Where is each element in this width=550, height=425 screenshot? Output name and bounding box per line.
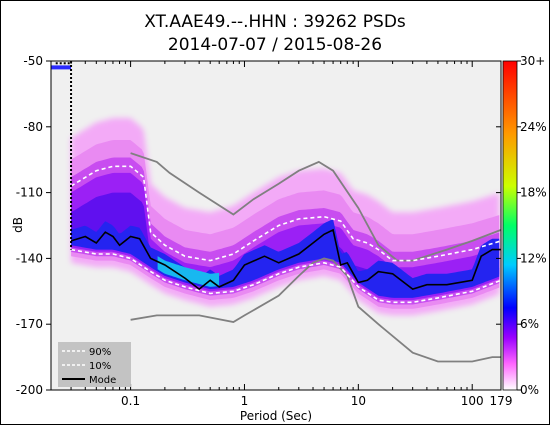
mode-line bbox=[70, 228, 501, 291]
y-tick-label: -170 bbox=[16, 317, 43, 331]
colorbar-tick-label: 24% bbox=[520, 120, 547, 134]
x-axis: 0.1 1 10 100 179 bbox=[50, 61, 513, 408]
plot-frame bbox=[50, 60, 502, 391]
colorbar-tick-label: 6% bbox=[520, 317, 539, 331]
x-tick-label: 179 bbox=[490, 394, 513, 408]
legend-label-90: 90% bbox=[89, 347, 111, 358]
legend-label-10: 10% bbox=[89, 361, 111, 372]
x-tick-label: 1 bbox=[241, 394, 249, 408]
density-edge-spike bbox=[51, 65, 72, 70]
y-tick-label: -140 bbox=[16, 251, 43, 265]
percentile-90-line bbox=[70, 165, 501, 262]
chart-subtitle: 2014-07-07 / 2015-08-26 bbox=[168, 35, 382, 55]
x-axis-label: Period (Sec) bbox=[240, 409, 312, 423]
percentile-10-line bbox=[70, 248, 501, 304]
y-axis: -50 -80 -110 -140 -170 -200 bbox=[16, 54, 501, 397]
colorbar-tick-label: 12% bbox=[520, 251, 547, 265]
colorbar-tick-label: 30+ bbox=[520, 54, 545, 68]
nlnm-line bbox=[130, 257, 501, 363]
psd-density-heatmap bbox=[51, 65, 500, 316]
y-tick-label: -80 bbox=[23, 120, 43, 134]
density-band-core bbox=[71, 219, 500, 298]
colorbar-tick-label: 18% bbox=[520, 186, 547, 200]
y-tick-label: -200 bbox=[16, 383, 43, 397]
x-tick-label: 10 bbox=[351, 394, 366, 408]
legend: 90% 10% Mode bbox=[58, 342, 131, 387]
nhnm-line bbox=[130, 152, 501, 262]
x-tick-label: 100 bbox=[461, 394, 484, 408]
y-axis-label: dB bbox=[11, 217, 25, 233]
colorbar-axis: 0% 6% 12% 18% 24% 30+ bbox=[517, 54, 547, 397]
colorbar-tick-label: 0% bbox=[520, 383, 539, 397]
legend-label-mode: Mode bbox=[89, 375, 116, 386]
density-hotspot bbox=[157, 256, 220, 287]
colorbar bbox=[502, 60, 518, 391]
x-tick-label: 0.1 bbox=[121, 394, 140, 408]
y-tick-label: -50 bbox=[23, 54, 43, 68]
y-tick-label: -110 bbox=[16, 186, 43, 200]
chart-title: XT.AAE49.--.HHN : 39262 PSDs bbox=[144, 12, 406, 32]
psd-curves bbox=[55, 61, 501, 363]
